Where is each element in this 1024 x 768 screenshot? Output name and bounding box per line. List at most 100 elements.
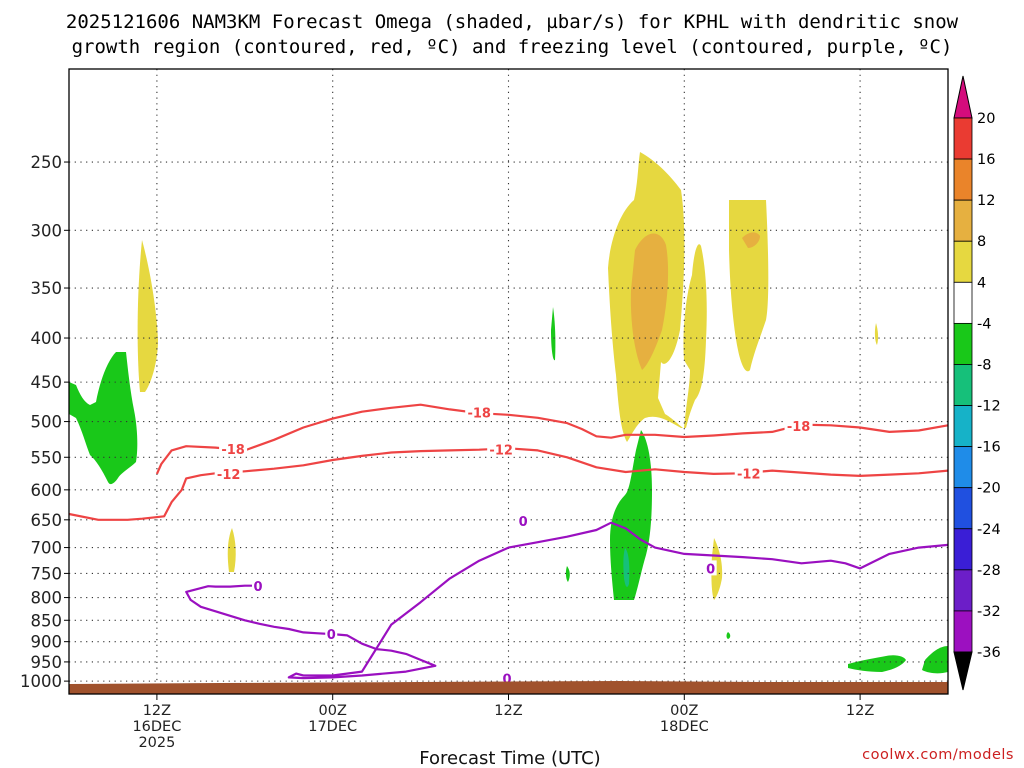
contour-label-bg [251, 578, 264, 594]
pressure-tick-label: 300 [31, 221, 63, 240]
time-tick-label: 17DEC [308, 719, 357, 735]
omega-shade-green-4 [565, 566, 570, 582]
colorbar-tick-label: 8 [977, 234, 986, 250]
colorbar-segment [953, 158, 973, 201]
time-tick-label: 16DEC [132, 719, 181, 735]
pressure-tick-label: 250 [31, 153, 63, 172]
omega-shade-gold-1 [630, 233, 669, 370]
plot-area: -18 -18 -18 -12 -12 -12 0 0 0 0 0 [68, 68, 949, 695]
colorbar-segment [953, 322, 973, 365]
colorbar-tick-label: 4 [977, 275, 986, 291]
pressure-tick-label: 650 [31, 511, 63, 530]
contour-label: -12 [217, 468, 241, 483]
colorbar-segment [953, 281, 973, 324]
time-tick-label: 12Z [846, 703, 874, 719]
contour-label: -18 [221, 443, 245, 458]
pressure-tick-label: 850 [31, 611, 63, 630]
contour-label: -18 [787, 420, 811, 435]
contour-label-bg [517, 512, 530, 528]
pressure-tick-label: 1000 [20, 672, 62, 691]
contour-label-bg [465, 404, 494, 420]
time-tick-label: 00Z [670, 703, 698, 719]
colorbar-segment [953, 240, 973, 283]
contour-label-bg [219, 441, 248, 457]
pressure-tick-label: 950 [31, 653, 63, 672]
omega-shade-green-2 [551, 307, 556, 361]
contour-label: 0 [706, 562, 715, 577]
colorbar-tick-label: -8 [977, 357, 991, 373]
time-tick-label: 18DEC [660, 719, 709, 735]
credit-text: coolwx.com/models [862, 747, 1014, 763]
colorbar-tick-label: -12 [977, 399, 1001, 415]
time-tick-label: 12Z [494, 703, 522, 719]
colorbar-segment [953, 199, 973, 242]
contour-label: -12 [489, 444, 513, 459]
pressure-tick-label: 750 [31, 564, 63, 583]
contour-label-bg [734, 465, 763, 481]
chart-title-line1: 2025121606 NAM3KM Forecast Omega (shaded… [66, 11, 959, 33]
time-tick-label: 12Z [143, 703, 171, 719]
colorbar-segment [953, 487, 973, 530]
contour-label: -18 [467, 406, 491, 421]
colorbar-segment [953, 528, 973, 571]
colorbar-tick-label: -24 [977, 522, 1001, 538]
pressure-tick-label: 450 [31, 373, 63, 392]
pressure-tick-label: 350 [31, 279, 63, 298]
pressure-tick-label: 800 [31, 589, 63, 608]
contour-label-bg [325, 626, 338, 642]
contour-line [68, 447, 949, 521]
colorbar-segment [953, 117, 973, 160]
omega-shade-green-1 [69, 352, 138, 485]
omega-shade-teal-1 [623, 548, 630, 587]
contour-label: 0 [253, 580, 262, 595]
time-tick-label: 2025 [138, 735, 175, 751]
colorbar-top-arrow [953, 75, 973, 119]
colorbar-tick-label: -20 [977, 481, 1001, 497]
contour-labels: -18 -18 -18 -12 -12 -12 0 0 0 0 0 [214, 404, 813, 687]
colorbar-tick-label: 20 [977, 111, 995, 127]
colorbar-segment [953, 364, 973, 406]
contour-label-bg [784, 418, 813, 434]
omega-shade-green-7 [922, 646, 948, 674]
contour-label: 0 [519, 515, 528, 530]
omega-shade-green-5 [726, 632, 731, 639]
colorbar-segment [953, 405, 973, 448]
ground-surface [69, 681, 948, 694]
omega-colorbar: 20 16 12 8 4 -4 -8 -12 -16 -20 -24 -28 -32 -36 [953, 75, 1001, 691]
contour-label: 0 [503, 672, 512, 687]
time-tick-label: 00Z [319, 703, 347, 719]
colorbar-tick-label: -36 [977, 645, 1001, 661]
omega-shade-green-3 [610, 430, 652, 600]
pressure-tick-label: 900 [31, 633, 63, 652]
colorbar-tick-label: 16 [977, 152, 995, 168]
contour-label-bg [704, 560, 717, 576]
colorbar-segment [953, 569, 973, 612]
pressure-axis: 250 300 350 400 450 500 550 600 650 700 750 800 850 9… [20, 153, 69, 691]
colorbar-segment [953, 446, 973, 489]
contour-label-bg [487, 441, 516, 457]
omega-shade-yellow-4 [729, 200, 769, 372]
contour-line [185, 521, 949, 680]
x-axis-label: Forecast Time (UTC) [419, 748, 600, 768]
colorbar-tick-label: -4 [977, 316, 991, 332]
contour-label: -12 [737, 467, 761, 482]
colorbar-tick-label: -16 [977, 440, 1001, 456]
colorbar-tick-label: -28 [977, 563, 1001, 579]
colorbar-bottom-arrow [953, 651, 973, 691]
plot-background [69, 69, 948, 694]
omega-shading [69, 152, 948, 674]
omega-shade-yellow-5 [711, 538, 723, 600]
pressure-tick-label: 550 [31, 448, 63, 467]
pressure-tick-label: 500 [31, 413, 63, 432]
contour-label: 0 [327, 628, 336, 643]
omega-shade-yellow-6 [874, 323, 879, 345]
omega-shade-green-6 [848, 655, 906, 672]
contour-label-bg [214, 465, 243, 481]
omega-shade-yellow-1 [137, 240, 158, 392]
pressure-tick-label: 700 [31, 539, 63, 558]
omega-shade-gold-2 [742, 232, 760, 248]
colorbar-tick-label: 12 [977, 193, 995, 209]
chart-title-line2: growth region (contoured, red, ºC) and f… [72, 36, 953, 58]
